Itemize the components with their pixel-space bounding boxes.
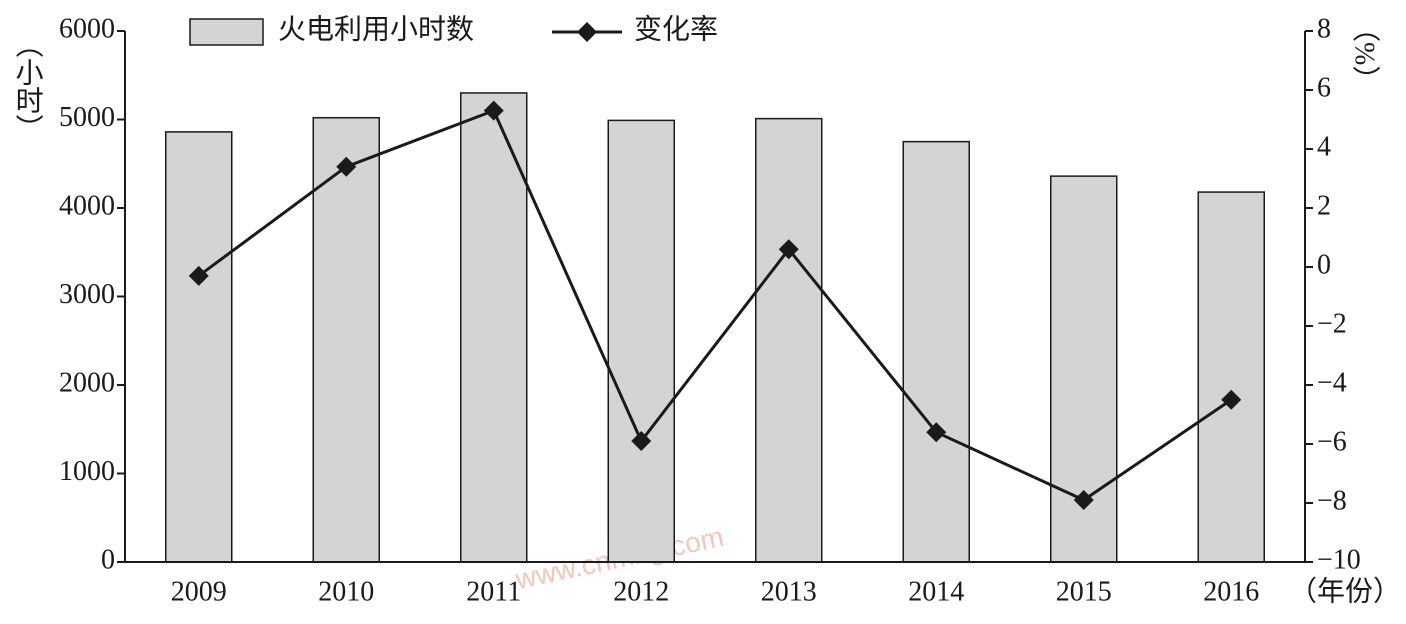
y2-tick-label: 4 (1317, 131, 1331, 162)
y2-tick-label: −10 (1317, 544, 1361, 575)
y-tick-label: 1000 (59, 456, 115, 487)
y-tick-label: 5000 (59, 102, 115, 133)
x-tick-label: 2015 (1056, 576, 1112, 607)
y2-tick-label: −6 (1317, 426, 1347, 457)
bar (312, 116, 380, 563)
x-tick-label: 2009 (171, 576, 227, 607)
marker (631, 431, 652, 452)
y2-tick-label: 2 (1317, 190, 1331, 221)
y-axis-label: （小时） (12, 30, 44, 142)
marker (778, 239, 799, 260)
legend-marker (577, 22, 597, 42)
legend-label: 火电利用小时数 (278, 13, 474, 45)
bar (607, 119, 675, 563)
x-axis-label: （年份） (1289, 575, 1401, 607)
marker (483, 100, 504, 121)
y2-tick-label: 0 (1317, 249, 1331, 280)
y2-axis-label: （%） (1349, 14, 1381, 93)
y-tick-label: 6000 (59, 13, 115, 44)
bar (165, 131, 233, 563)
y2-tick-label: −4 (1317, 367, 1347, 398)
y-tick-label: 4000 (59, 190, 115, 221)
y2-tick-label: −2 (1317, 308, 1347, 339)
x-tick-label: 2013 (761, 576, 817, 607)
bar (902, 140, 970, 563)
y2-tick-label: −8 (1317, 485, 1347, 516)
marker (1073, 490, 1094, 511)
x-tick-label: 2012 (613, 576, 669, 607)
y2-tick-label: 6 (1317, 72, 1331, 103)
y-tick-label: 3000 (59, 279, 115, 310)
bar (460, 92, 528, 563)
y-tick-label: 2000 (59, 367, 115, 398)
line (197, 108, 1233, 502)
x-tick-label: 2016 (1203, 576, 1259, 607)
x-tick-label: 2010 (318, 576, 374, 607)
y2-tick-label: 8 (1317, 13, 1331, 44)
marker (1221, 389, 1242, 410)
bar (1197, 191, 1265, 563)
legend-swatch (189, 18, 264, 46)
x-tick-label: 2011 (466, 576, 521, 607)
marker (336, 156, 357, 177)
x-tick-label: 2014 (908, 576, 964, 607)
marker (188, 265, 209, 286)
legend-label: 变化率 (634, 13, 718, 45)
bar (755, 117, 823, 563)
y-tick-label: 0 (101, 544, 115, 575)
marker (926, 422, 947, 443)
